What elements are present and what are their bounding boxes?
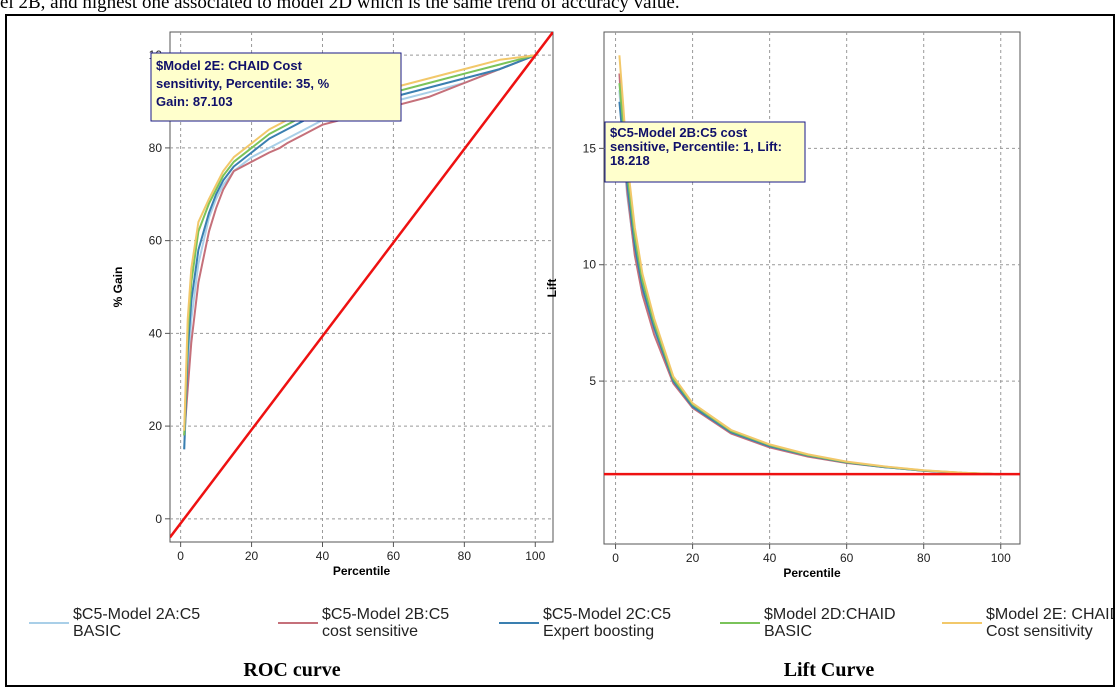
lift-x-tick-label: 40 [763, 551, 777, 565]
legend-entry-label: BASIC [73, 623, 121, 640]
lift-tooltip-line: sensitive, Percentile: 1, Lift: [610, 139, 782, 154]
roc-x-tick-label: 80 [458, 549, 472, 563]
lift-x-tick-label: 60 [840, 551, 854, 565]
lift-x-tick-label: 100 [991, 551, 1011, 565]
lift-y-tick-label: 10 [583, 258, 597, 272]
roc-tooltip-line: sensitivity, Percentile: 35, % [156, 76, 330, 91]
roc-x-tick-label: 60 [387, 549, 401, 563]
roc-y-tick-label: 40 [149, 326, 163, 340]
roc-tooltip: $Model 2E: CHAID Cost sensitivity, Percen… [150, 52, 402, 122]
roc-x-tick-label: 40 [316, 549, 330, 563]
roc-chart: 02040608010002040608010Percentile% Gain$… [111, 31, 554, 578]
roc-y-tick-label: 0 [155, 512, 162, 526]
lift-plot-area [603, 31, 1021, 545]
lift-x-tick-label: 20 [686, 551, 700, 565]
legend-entry-label: $C5-Model 2B:C5 [322, 606, 449, 623]
lift-x-tick-label: 80 [917, 551, 931, 565]
roc-x-axis-title: Percentile [333, 564, 391, 578]
legend-entry-label: Cost sensitivity [986, 623, 1093, 640]
lift-y-tick-label: 15 [583, 141, 597, 155]
roc-series-line-model-2c [183, 54, 536, 450]
legend-entry-label: $Model 2D:CHAID [764, 606, 896, 623]
roc-baseline [170, 32, 553, 539]
roc-x-tick-label: 100 [525, 549, 545, 563]
figure-frame: 0 20 40 60 80 100 0 20 40 60 80 10 Percentile % Gain $… [5, 14, 1120, 687]
lift-y-tick-label: 5 [589, 374, 596, 388]
roc-series-line-model-2d [183, 54, 536, 436]
lift-series-line-model-2e [618, 55, 1001, 476]
lift-series-group [604, 55, 1020, 476]
roc-y-tick-label: 60 [149, 234, 163, 248]
roc-tooltip-line: Gain: 87.103 [156, 94, 233, 109]
legend-entry-label: Expert boosting [543, 623, 654, 640]
lift-y-axis-title: Lift [545, 279, 559, 298]
roc-series-line-model-2b [183, 54, 536, 436]
roc-y-tick-label: 20 [149, 419, 163, 433]
lift-x-axis-title: Percentile [783, 566, 841, 580]
roc-series-group [170, 32, 553, 539]
roc-tooltip-box [150, 52, 402, 122]
lift-tooltip-box [604, 121, 806, 183]
roc-x-tick-label: 20 [245, 549, 259, 563]
roc-series-line-model-2a [183, 54, 536, 450]
figure: 0 20 40 60 80 100 0 20 40 60 80 10 Percentile % Gain $… [29, 31, 1120, 681]
lift-caption: Lift Curve [784, 659, 875, 681]
roc-series-line-model-2e [183, 54, 536, 431]
intro-text: el 2B, and highest one associated to mod… [0, 0, 680, 13]
lift-tooltip-line: $C5-Model 2B:C5 cost [610, 125, 748, 140]
legend-entry-label: $Model 2E: CHAID [986, 606, 1113, 623]
legend-entry-label: cost sensitive [322, 623, 418, 640]
captions: ROC curve Lift Curve [243, 659, 874, 681]
legend-entry-label: BASIC [764, 623, 812, 640]
legend-entry-label: $C5-Model 2C:C5 [543, 606, 671, 623]
lift-chart: 0 20 40 60 80 100 5 10 15 Percentile Lift $C5-Model… [545, 31, 1021, 580]
roc-caption: ROC curve [243, 659, 340, 681]
lift-x-tick-label: 0 [612, 551, 619, 565]
roc-tooltip-line: $Model 2E: CHAID Cost [156, 58, 303, 73]
lift-tooltip-line: 18.218 [610, 153, 650, 168]
roc-y-axis-title: % Gain [111, 267, 125, 308]
legend-entry-label: $C5-Model 2A:C5 [73, 606, 200, 623]
roc-y-tick-label: 80 [149, 141, 163, 155]
roc-x-tick-label: 0 [177, 549, 184, 563]
